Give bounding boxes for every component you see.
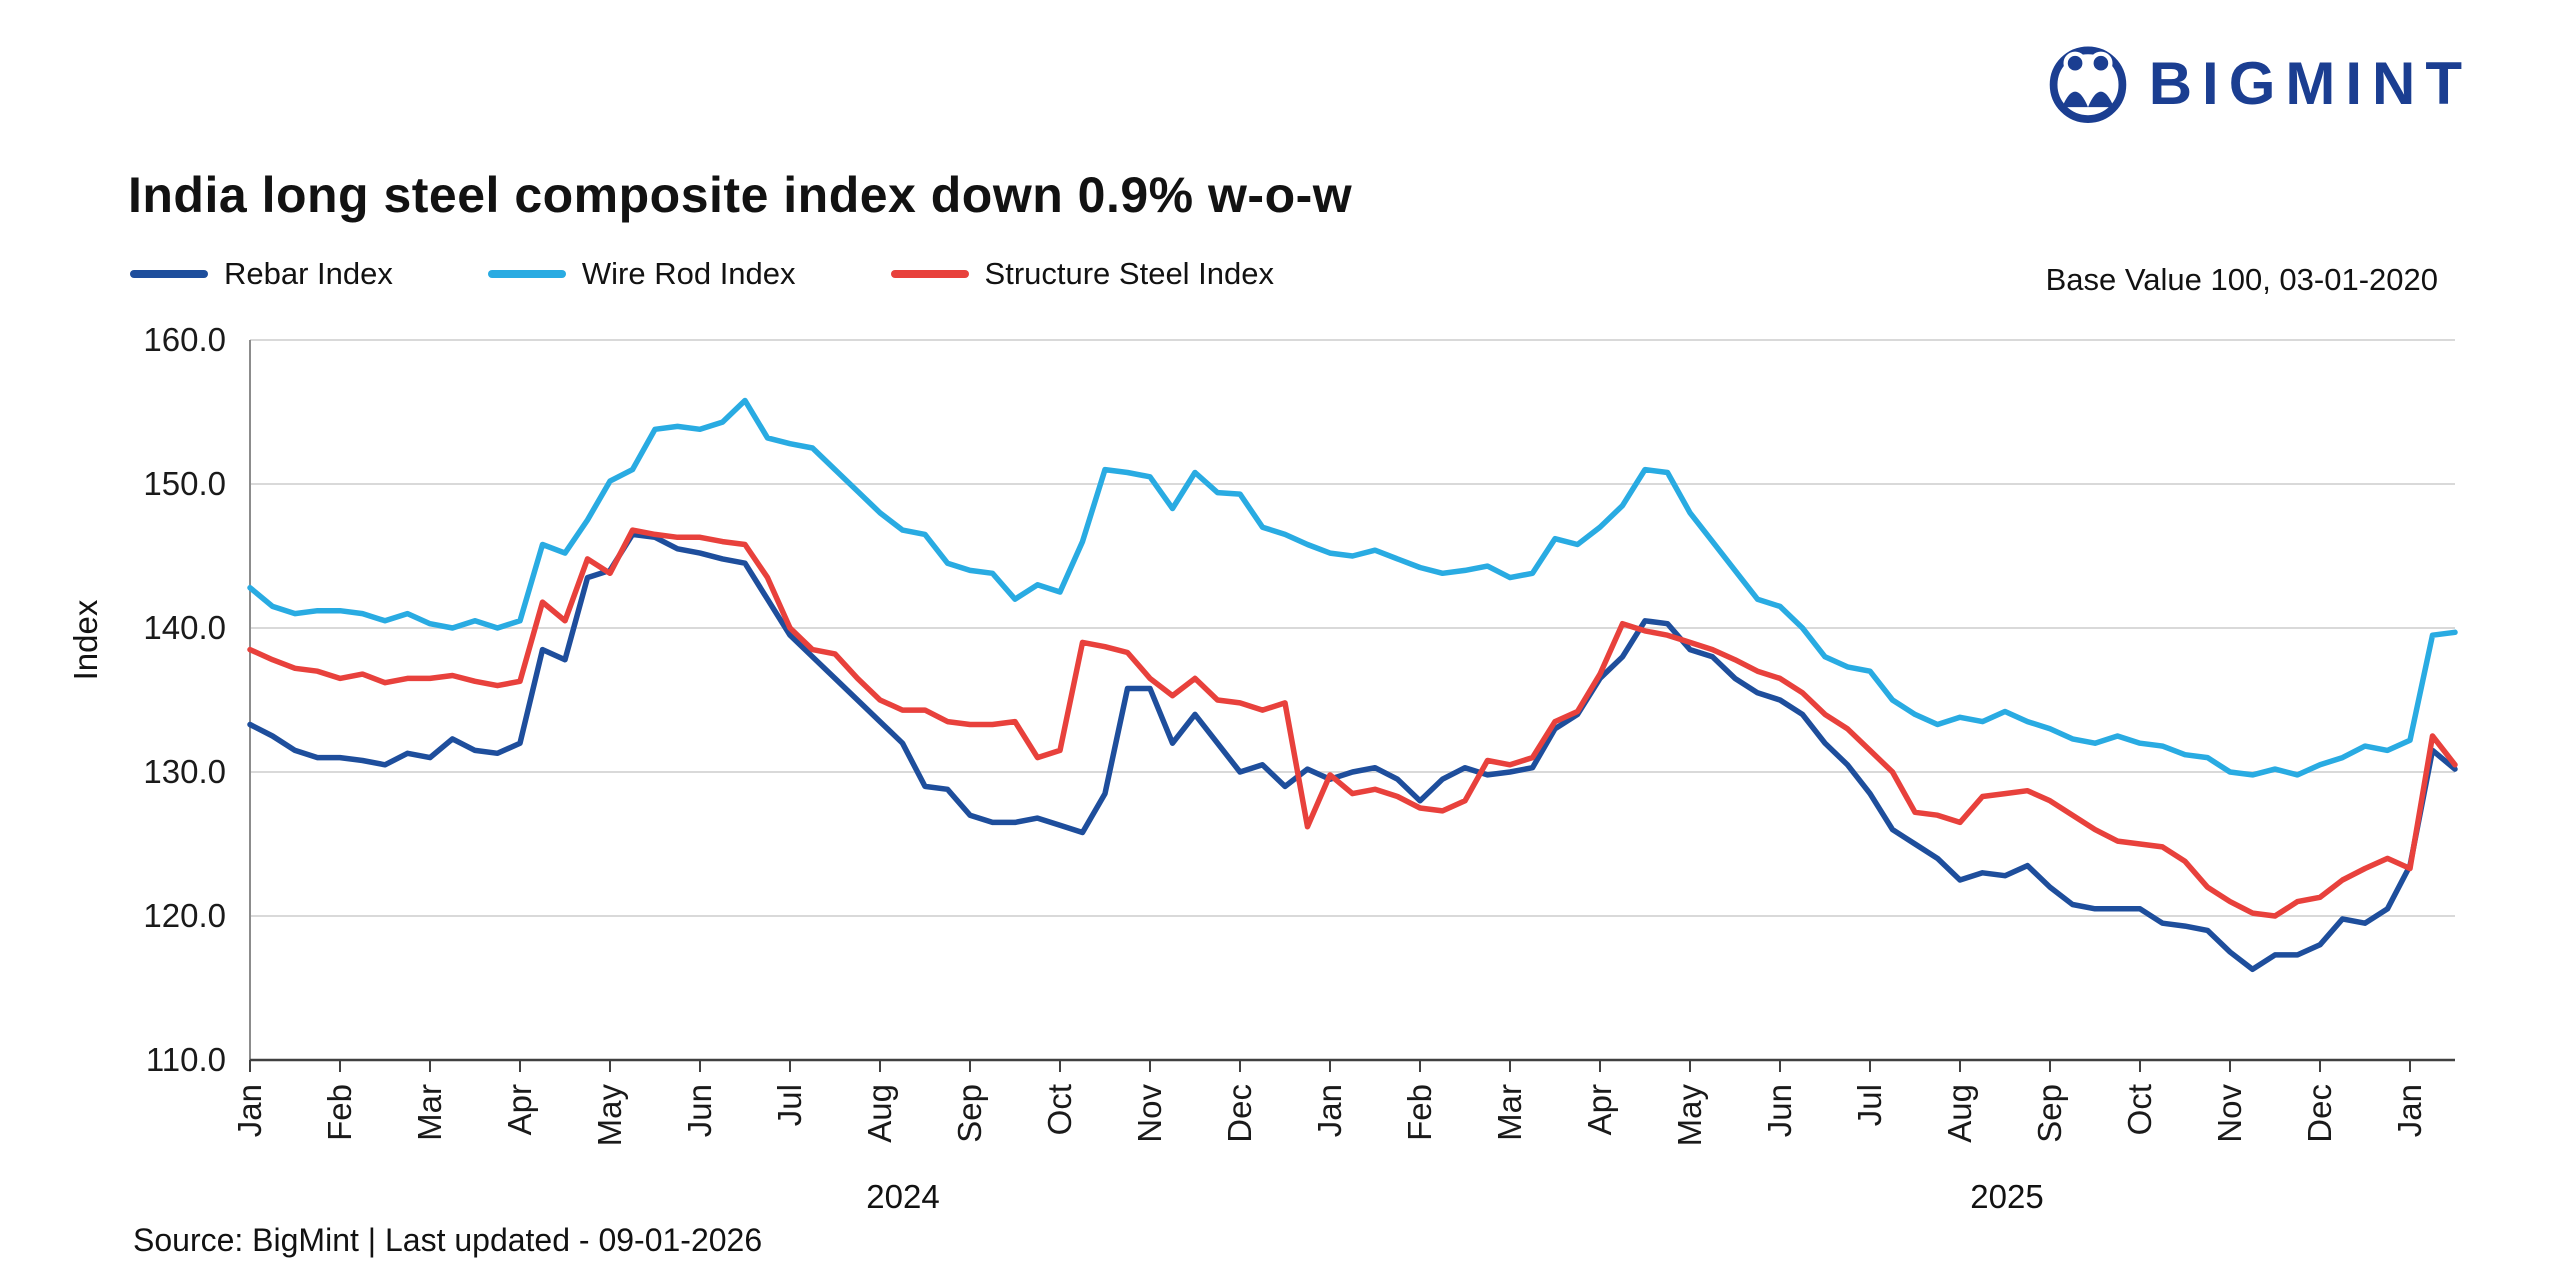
x-tick-label: Apr	[501, 1084, 538, 1135]
x-axis-year-2024: 2024	[866, 1178, 940, 1215]
chart-title: India long steel composite index down 0.…	[128, 167, 1353, 223]
series-line-wire-rod-index	[247, 397, 2458, 778]
x-tick-label: Feb	[1401, 1084, 1438, 1141]
x-tick-label: Mar	[411, 1084, 448, 1141]
y-tick-label: 150.0	[143, 465, 226, 502]
x-tick-label: Apr	[1581, 1084, 1618, 1135]
x-tick-label: Oct	[2121, 1084, 2158, 1135]
legend-item-structure-steel: Structure Steel Index	[890, 256, 1275, 292]
x-tick-label: Dec	[2301, 1084, 2338, 1143]
x-axis-year-2025: 2025	[1970, 1178, 2044, 1215]
wire-rod-legend-swatch	[487, 270, 566, 278]
bigmint-logo-icon	[2049, 46, 2126, 123]
x-tick-label: May	[591, 1084, 628, 1147]
structure-steel-legend-swatch	[890, 270, 969, 278]
x-tick-label: Sep	[2031, 1084, 2068, 1143]
x-tick-label: Feb	[321, 1084, 358, 1141]
x-tick-label: Mar	[1491, 1084, 1528, 1141]
y-tick-label: 130.0	[143, 753, 226, 790]
x-tick-label: Aug	[1941, 1084, 1978, 1143]
chart-legend: Rebar Index Wire Rod Index Structure Ste…	[130, 256, 1274, 292]
x-tick-label: Jul	[771, 1084, 808, 1126]
bigmint-logo-text: BIGMINT	[2148, 49, 2472, 117]
series-line-rebar-index	[247, 531, 2458, 973]
x-tick-label: Jun	[1761, 1084, 1798, 1137]
source-note: Source: BigMint | Last updated - 09-01-2…	[133, 1222, 763, 1258]
legend-item-wire-rod: Wire Rod Index	[487, 256, 796, 292]
x-tick-label: Jan	[231, 1084, 268, 1137]
rebar-legend-swatch	[130, 270, 208, 278]
rebar-legend-label: Rebar Index	[224, 256, 393, 291]
x-tick-label: Jan	[2391, 1084, 2428, 1137]
y-tick-label: 160.0	[143, 321, 226, 358]
wire-rod-legend-label: Wire Rod Index	[581, 256, 796, 291]
x-tick-label: Nov	[2211, 1084, 2248, 1143]
y-tick-label: 120.0	[143, 897, 226, 934]
line-chart: 110.0 120.0 130.0 140.0 150.0 160.0 Jan Feb Mar A…	[143, 321, 2458, 1147]
x-tick-label: Sep	[951, 1084, 988, 1143]
y-tick-label: 110.0	[146, 1041, 226, 1078]
x-tick-label: Jun	[681, 1084, 718, 1137]
x-tick-label: Jul	[1851, 1084, 1888, 1126]
bigmint-logo: BIGMINT	[2045, 40, 2472, 126]
x-tick-label: May	[1671, 1084, 1708, 1147]
x-tick-label: Aug	[861, 1084, 898, 1143]
structure-steel-legend-label: Structure Steel Index	[984, 256, 1275, 291]
series-line-structure-steel-index	[247, 527, 2458, 919]
base-value-note: Base Value 100, 03-01-2020	[2045, 262, 2438, 297]
legend-item-rebar: Rebar Index	[130, 256, 393, 292]
x-tick-label: Jan	[1311, 1084, 1348, 1137]
y-tick-label: 140.0	[143, 609, 226, 646]
x-tick-label: Nov	[1131, 1084, 1168, 1143]
x-tick-label: Dec	[1221, 1084, 1258, 1143]
x-tick-label: Oct	[1041, 1084, 1078, 1135]
